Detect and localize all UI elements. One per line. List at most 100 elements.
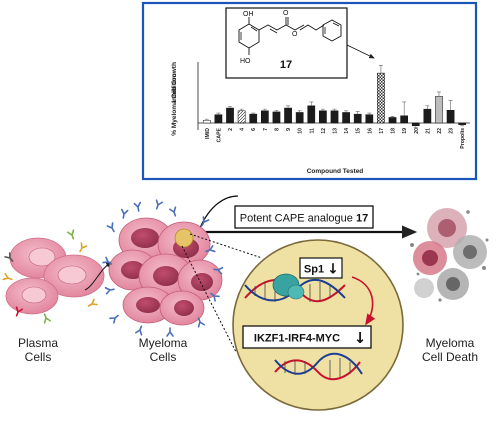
x-tick-label: 16 <box>367 128 373 134</box>
bar-16 <box>365 114 374 124</box>
antibody-icon <box>15 306 23 317</box>
bar-15 <box>353 113 362 124</box>
dna-strand-red-lower <box>274 359 361 381</box>
sp1-label-text: Sp1 <box>304 264 324 276</box>
antibody-icon <box>155 199 163 210</box>
error-bar-20 <box>413 125 418 128</box>
antibody-icon <box>4 252 14 262</box>
antibody-icon <box>87 298 98 307</box>
structure-pointer-arrow <box>346 44 375 59</box>
error-bar-19 <box>402 101 407 116</box>
error-bar-8 <box>274 109 279 112</box>
x-tick-label: 20 <box>414 128 420 134</box>
bar-6 <box>249 113 258 124</box>
error-bar-17 <box>378 65 383 74</box>
x-tick-label: 11 <box>309 128 315 134</box>
structure-frame <box>225 7 348 79</box>
error-bar-2 <box>228 106 233 109</box>
error-bar-15 <box>355 111 360 115</box>
x-tick-label: 2 <box>228 128 234 131</box>
x-tick-label: 7 <box>263 128 269 131</box>
sp1-label-box <box>299 257 343 279</box>
error-bar-9 <box>286 105 291 109</box>
bar-12 <box>319 110 327 124</box>
x-tick-label: 17 <box>379 128 385 134</box>
ester-o-label: O <box>292 31 298 38</box>
antibody-icon <box>197 317 205 328</box>
dying-cells-group <box>410 208 489 302</box>
x-tick-label: 15 <box>356 128 362 134</box>
inset-chart-panel: % Myeloma Cell Growth Inhibition Compoun… <box>141 1 478 181</box>
bar-11 <box>307 105 316 124</box>
error-bar-imid <box>204 118 209 121</box>
antibody-icon <box>166 327 174 337</box>
bar-series <box>202 72 467 127</box>
plasma-cells-group <box>5 237 105 315</box>
x-tick-label: 14 <box>344 128 350 134</box>
oh-bottom-label: HO <box>240 58 251 65</box>
antibody-icon <box>79 242 88 253</box>
antibody-icon <box>205 245 216 253</box>
error-bar-13 <box>332 108 337 111</box>
repression-arrow <box>351 276 376 326</box>
bar-23 <box>446 110 455 124</box>
x-tick-label: IMiD <box>205 128 211 139</box>
x-tick-label: 6 <box>251 128 257 131</box>
antibody-icon <box>201 216 210 227</box>
x-tick-label: 12 <box>321 128 327 134</box>
bar-propolis <box>458 122 467 125</box>
antibody-icon <box>135 325 143 336</box>
highlighted-nucleus <box>174 228 194 248</box>
error-bar-propolis <box>460 124 465 127</box>
error-bar-10 <box>297 110 302 113</box>
analogue-label-text: Potent CAPE analogue 17 <box>240 213 368 225</box>
antibody-icon <box>2 273 13 281</box>
error-bar-6 <box>251 112 256 115</box>
error-bars <box>204 65 465 128</box>
antibody-icon <box>109 314 119 324</box>
error-bar-21 <box>425 105 430 110</box>
x-tick-label: 13 <box>333 128 339 134</box>
x-axis-label: Compound Tested <box>307 168 364 175</box>
bar-22 <box>435 96 443 124</box>
antibody-icon <box>102 256 113 265</box>
error-bar-22 <box>436 91 441 97</box>
antibody-icon <box>210 292 220 302</box>
bar-8 <box>272 111 281 124</box>
oh-top-label: OH <box>243 11 254 18</box>
x-tick-label: 22 <box>437 128 443 134</box>
error-bar-23 <box>448 99 453 111</box>
dna-strand-blue-lower <box>274 352 363 375</box>
antibody-icon <box>120 208 129 219</box>
antibody-icon <box>67 229 75 240</box>
pathway-label-text: IKZF1-IRF4-MYC <box>254 333 340 345</box>
bar-4 <box>237 110 246 124</box>
error-bar-18 <box>390 116 395 118</box>
bar-9 <box>284 107 292 124</box>
x-tick-label: 18 <box>391 128 397 134</box>
error-bar-14 <box>344 110 349 113</box>
progression-arrow <box>84 261 113 291</box>
bar-cape <box>214 114 223 124</box>
x-tick-label: 8 <box>274 128 280 131</box>
myeloma-cells-cluster <box>108 217 223 326</box>
bar-19 <box>400 115 408 124</box>
carbonyl-o-label: O <box>283 10 289 17</box>
antibody-icon <box>104 286 115 295</box>
bar-21 <box>423 108 432 124</box>
pathway-label-box <box>242 325 372 349</box>
inhibition-bracket <box>199 195 239 229</box>
pathway-down-arrow-icon: ↓ <box>354 329 367 347</box>
x-tick-label: 19 <box>402 128 408 134</box>
error-bar-cape <box>216 112 221 115</box>
myeloma-cells-label: Myeloma Cells <box>138 336 188 364</box>
error-bar-12 <box>320 108 325 111</box>
cell-death-label: Myeloma Cell Death <box>421 336 479 364</box>
bar-17 <box>377 72 385 124</box>
x-tick-label: 4 <box>240 128 246 131</box>
bar-13 <box>330 110 339 124</box>
plasma-cells-label: Plasma Cells <box>17 336 58 364</box>
y-axis-label: % Myeloma Cell Growth Inhibition <box>171 60 178 136</box>
